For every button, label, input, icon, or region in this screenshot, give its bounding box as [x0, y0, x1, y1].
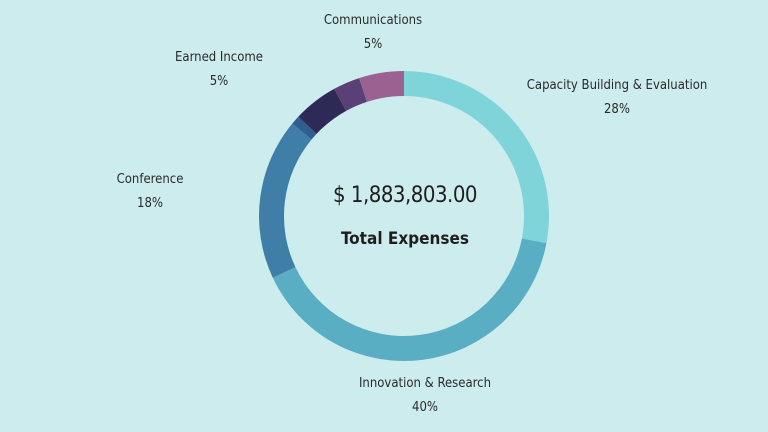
- donut-slice-capacity-building-evaluation: [404, 71, 549, 244]
- slice-label-communications: Communications 5%: [324, 12, 422, 54]
- slice-label-earned-income: Earned Income 5%: [175, 49, 263, 91]
- slice-percent: 5%: [363, 37, 383, 52]
- slice-percent: 40%: [412, 400, 438, 415]
- slice-label-conference: Conference 18%: [117, 171, 184, 213]
- donut-slice-earned-income: [298, 88, 347, 134]
- slice-name: Innovation & Research: [358, 376, 492, 391]
- total-caption: Total Expenses: [341, 229, 469, 249]
- total-amount: $ 1,883,803.00: [332, 183, 478, 208]
- donut-slice-communications: [359, 71, 404, 102]
- slice-name: Capacity Building & Evaluation: [526, 78, 708, 93]
- slice-name: Conference: [116, 172, 184, 187]
- donut-slice-innovation-research: [272, 238, 547, 361]
- slice-name: Communications: [323, 13, 423, 28]
- donut-slice-unlabeled-5: [334, 78, 367, 111]
- donut-slice-conference: [259, 123, 312, 278]
- slice-percent: 28%: [603, 102, 630, 117]
- slice-percent: 5%: [209, 74, 229, 89]
- slice-name: Earned Income: [175, 50, 263, 65]
- slice-label-capacity-building: Capacity Building & Evaluation 28%: [527, 77, 708, 119]
- donut-slice-unlabeled-3: [292, 116, 317, 140]
- slice-percent: 18%: [137, 196, 163, 211]
- slice-label-innovation-research: Innovation & Research 40%: [359, 375, 491, 417]
